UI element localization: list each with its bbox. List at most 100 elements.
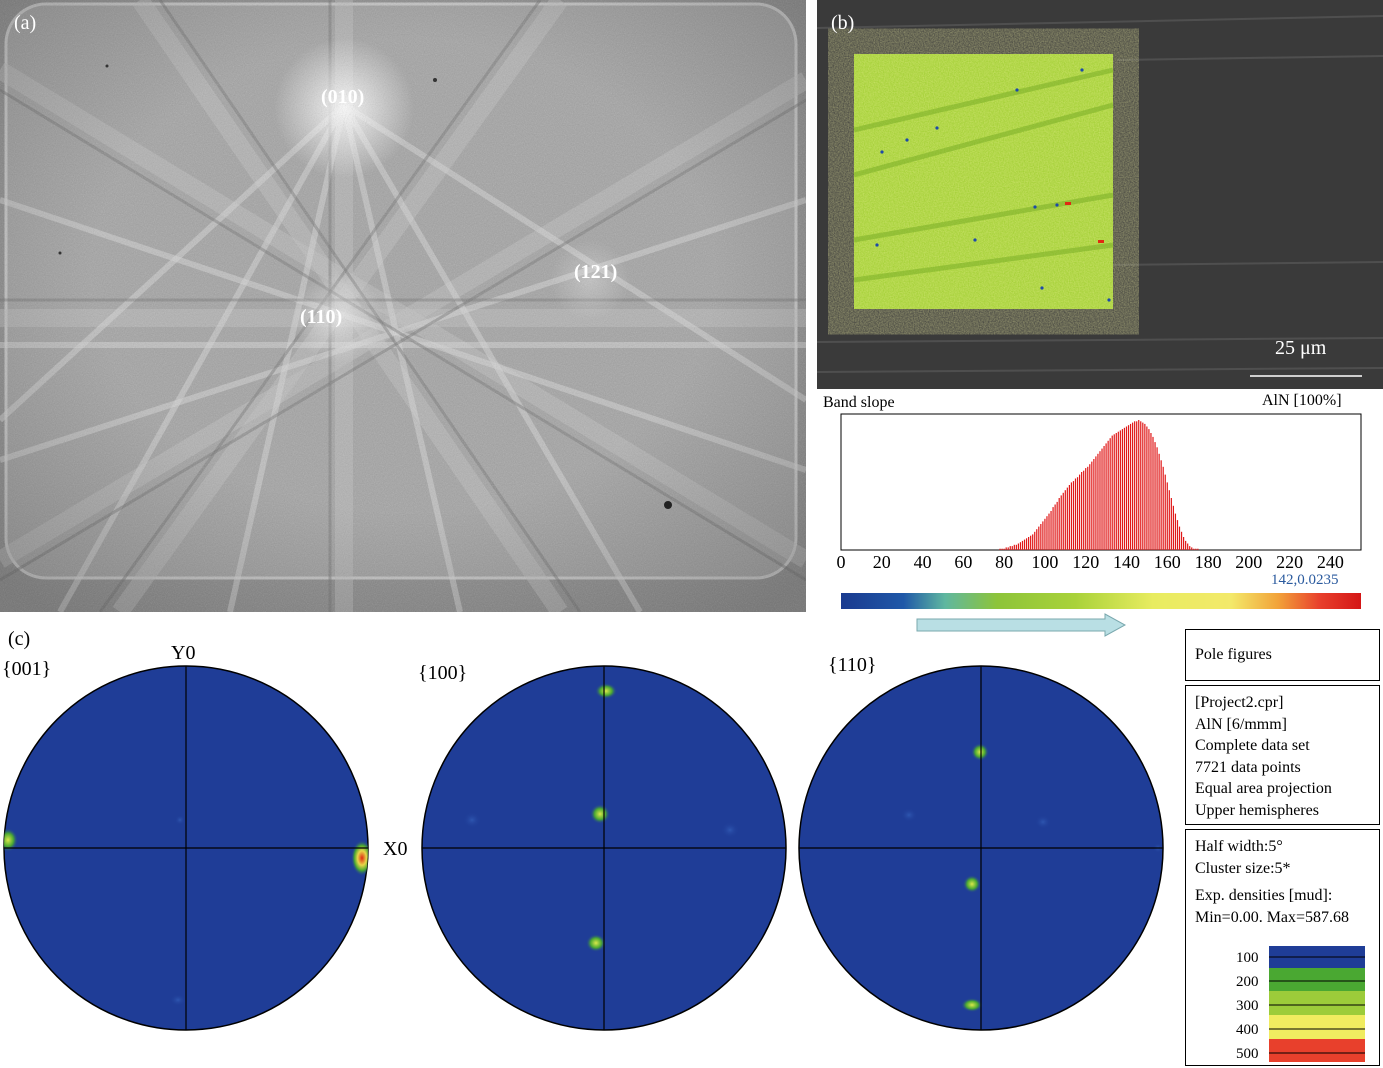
histogram-bar — [1172, 505, 1174, 550]
marker-readout: 142,0.0235 — [1271, 572, 1339, 588]
info-title: Pole figures — [1195, 646, 1272, 663]
densities-range: Min=0.00. Max=587.68 — [1195, 908, 1350, 926]
histogram-bar — [1152, 436, 1154, 550]
histogram-bars — [999, 420, 1199, 550]
histogram-x-ticks: 0 20 40 60 80 100 120 140 160 180 200 220 240 — [837, 552, 1344, 572]
histogram-bar — [1017, 543, 1020, 550]
x-tick-label: 220 — [1276, 552, 1303, 572]
histogram-bar — [1136, 421, 1138, 550]
histogram-bar — [1178, 526, 1181, 550]
band-slope-histogram: 0 20 40 60 80 100 120 140 160 180 200 220 240 — [837, 413, 1362, 609]
histogram-bar — [1040, 524, 1042, 550]
histogram-bar — [1174, 513, 1177, 550]
info-details-box: [Project2.cpr] AlN [6/mmm] Complete data… — [1185, 685, 1380, 825]
info-detail: Upper hemispheres — [1195, 801, 1319, 819]
density-scale-label: 200 — [1236, 974, 1259, 990]
histogram-bar — [1089, 464, 1091, 550]
info-detail: AlN [6/mmm] — [1195, 715, 1287, 733]
histogram-bar — [1091, 461, 1093, 550]
histogram-bar — [1062, 492, 1064, 550]
histogram-title: Band slope — [823, 394, 895, 411]
histogram-bar — [1001, 548, 1003, 550]
density-color-scale — [1269, 946, 1365, 1062]
x-tick-label: 200 — [1235, 552, 1262, 572]
density-scale-label: 300 — [1236, 998, 1259, 1014]
histogram-bar — [1162, 466, 1164, 550]
histogram-bar — [1093, 459, 1095, 550]
histogram-bar — [1064, 490, 1066, 550]
histogram-bar — [1030, 535, 1032, 550]
histogram-bar — [1113, 434, 1115, 550]
histogram-bar — [1195, 548, 1197, 550]
histogram-bar — [1154, 442, 1156, 550]
histogram-bar — [1081, 472, 1083, 550]
histogram-bar — [1054, 504, 1056, 550]
scale-bar-label: 25 μm — [1275, 337, 1327, 359]
info-detail: 7721 data points — [1195, 758, 1301, 776]
histogram-bar — [1180, 531, 1183, 550]
histogram-bar — [1060, 495, 1062, 550]
histogram-bar — [1187, 543, 1189, 550]
density-scale-label: 100 — [1236, 950, 1259, 966]
x-tick-label: 240 — [1317, 552, 1344, 572]
histogram-bar — [1168, 490, 1170, 550]
x-tick-label: 0 — [837, 552, 846, 572]
panel-c-label: (c) — [8, 628, 31, 650]
histogram-bar — [1099, 451, 1101, 550]
kikuchi-pattern — [0, 0, 806, 612]
histogram-bar — [1138, 420, 1140, 550]
histogram-bar — [1066, 487, 1068, 550]
zone-label-010: (010) — [321, 86, 365, 108]
pole-figure-001 — [3, 665, 369, 1031]
histogram-bar — [1125, 426, 1128, 550]
histogram-bar — [1166, 482, 1168, 550]
histogram-bar — [1076, 477, 1079, 550]
histogram-bar — [1028, 537, 1030, 550]
histogram-bar — [1189, 546, 1191, 550]
band-slope-colorbar — [841, 593, 1361, 609]
panel-a-label: (a) — [14, 12, 37, 34]
histogram-bar — [1021, 540, 1024, 550]
histogram-bar — [1123, 427, 1126, 550]
histogram-bar — [1146, 426, 1148, 550]
histogram-bar — [1127, 425, 1130, 550]
histogram-phase: AlN [100%] — [1262, 392, 1342, 409]
histogram-bar — [1109, 438, 1111, 550]
histogram-bar — [1087, 466, 1089, 550]
histogram-bar — [1193, 548, 1195, 550]
histogram-bar — [1156, 447, 1158, 550]
histogram-bar — [1070, 482, 1073, 550]
pole-figure-110-title: {110} — [828, 654, 877, 676]
histogram-bar — [1046, 516, 1048, 550]
arrow-indicator — [916, 613, 1127, 637]
histogram-bar — [1056, 501, 1058, 550]
histogram-bar — [1119, 430, 1121, 550]
zone-label-110: (110) — [300, 306, 343, 328]
histogram-bar — [1083, 470, 1085, 550]
histogram-bar — [1150, 433, 1152, 550]
histogram-bar — [1058, 498, 1060, 550]
x-tick-label: 100 — [1031, 552, 1058, 572]
info-param: Half width:5° — [1195, 838, 1283, 855]
histogram-bar — [1007, 547, 1009, 550]
histogram-bar — [1085, 468, 1087, 550]
histogram-bar — [1148, 429, 1150, 550]
panel-b-label: (b) — [831, 12, 855, 34]
histogram-bar — [1068, 485, 1070, 550]
pole-figure-100-title: {100} — [418, 662, 468, 684]
histogram-bar — [1111, 435, 1113, 550]
histogram-bar — [1013, 544, 1015, 550]
histogram-bar — [1097, 453, 1099, 550]
histogram-bar — [1044, 518, 1046, 550]
histogram-bar — [1164, 474, 1166, 550]
histogram-bar — [1005, 547, 1007, 550]
x-tick-label: 40 — [914, 552, 932, 572]
histogram-bar — [1034, 531, 1036, 550]
histogram-bar — [1103, 446, 1105, 550]
histogram-bar — [1032, 534, 1034, 550]
pole-figure-100 — [421, 665, 787, 1031]
histogram-bar — [1176, 520, 1179, 550]
pole-figure-110 — [798, 665, 1164, 1031]
histogram-bar — [1042, 521, 1044, 550]
x0-axis-label: X0 — [383, 838, 408, 860]
